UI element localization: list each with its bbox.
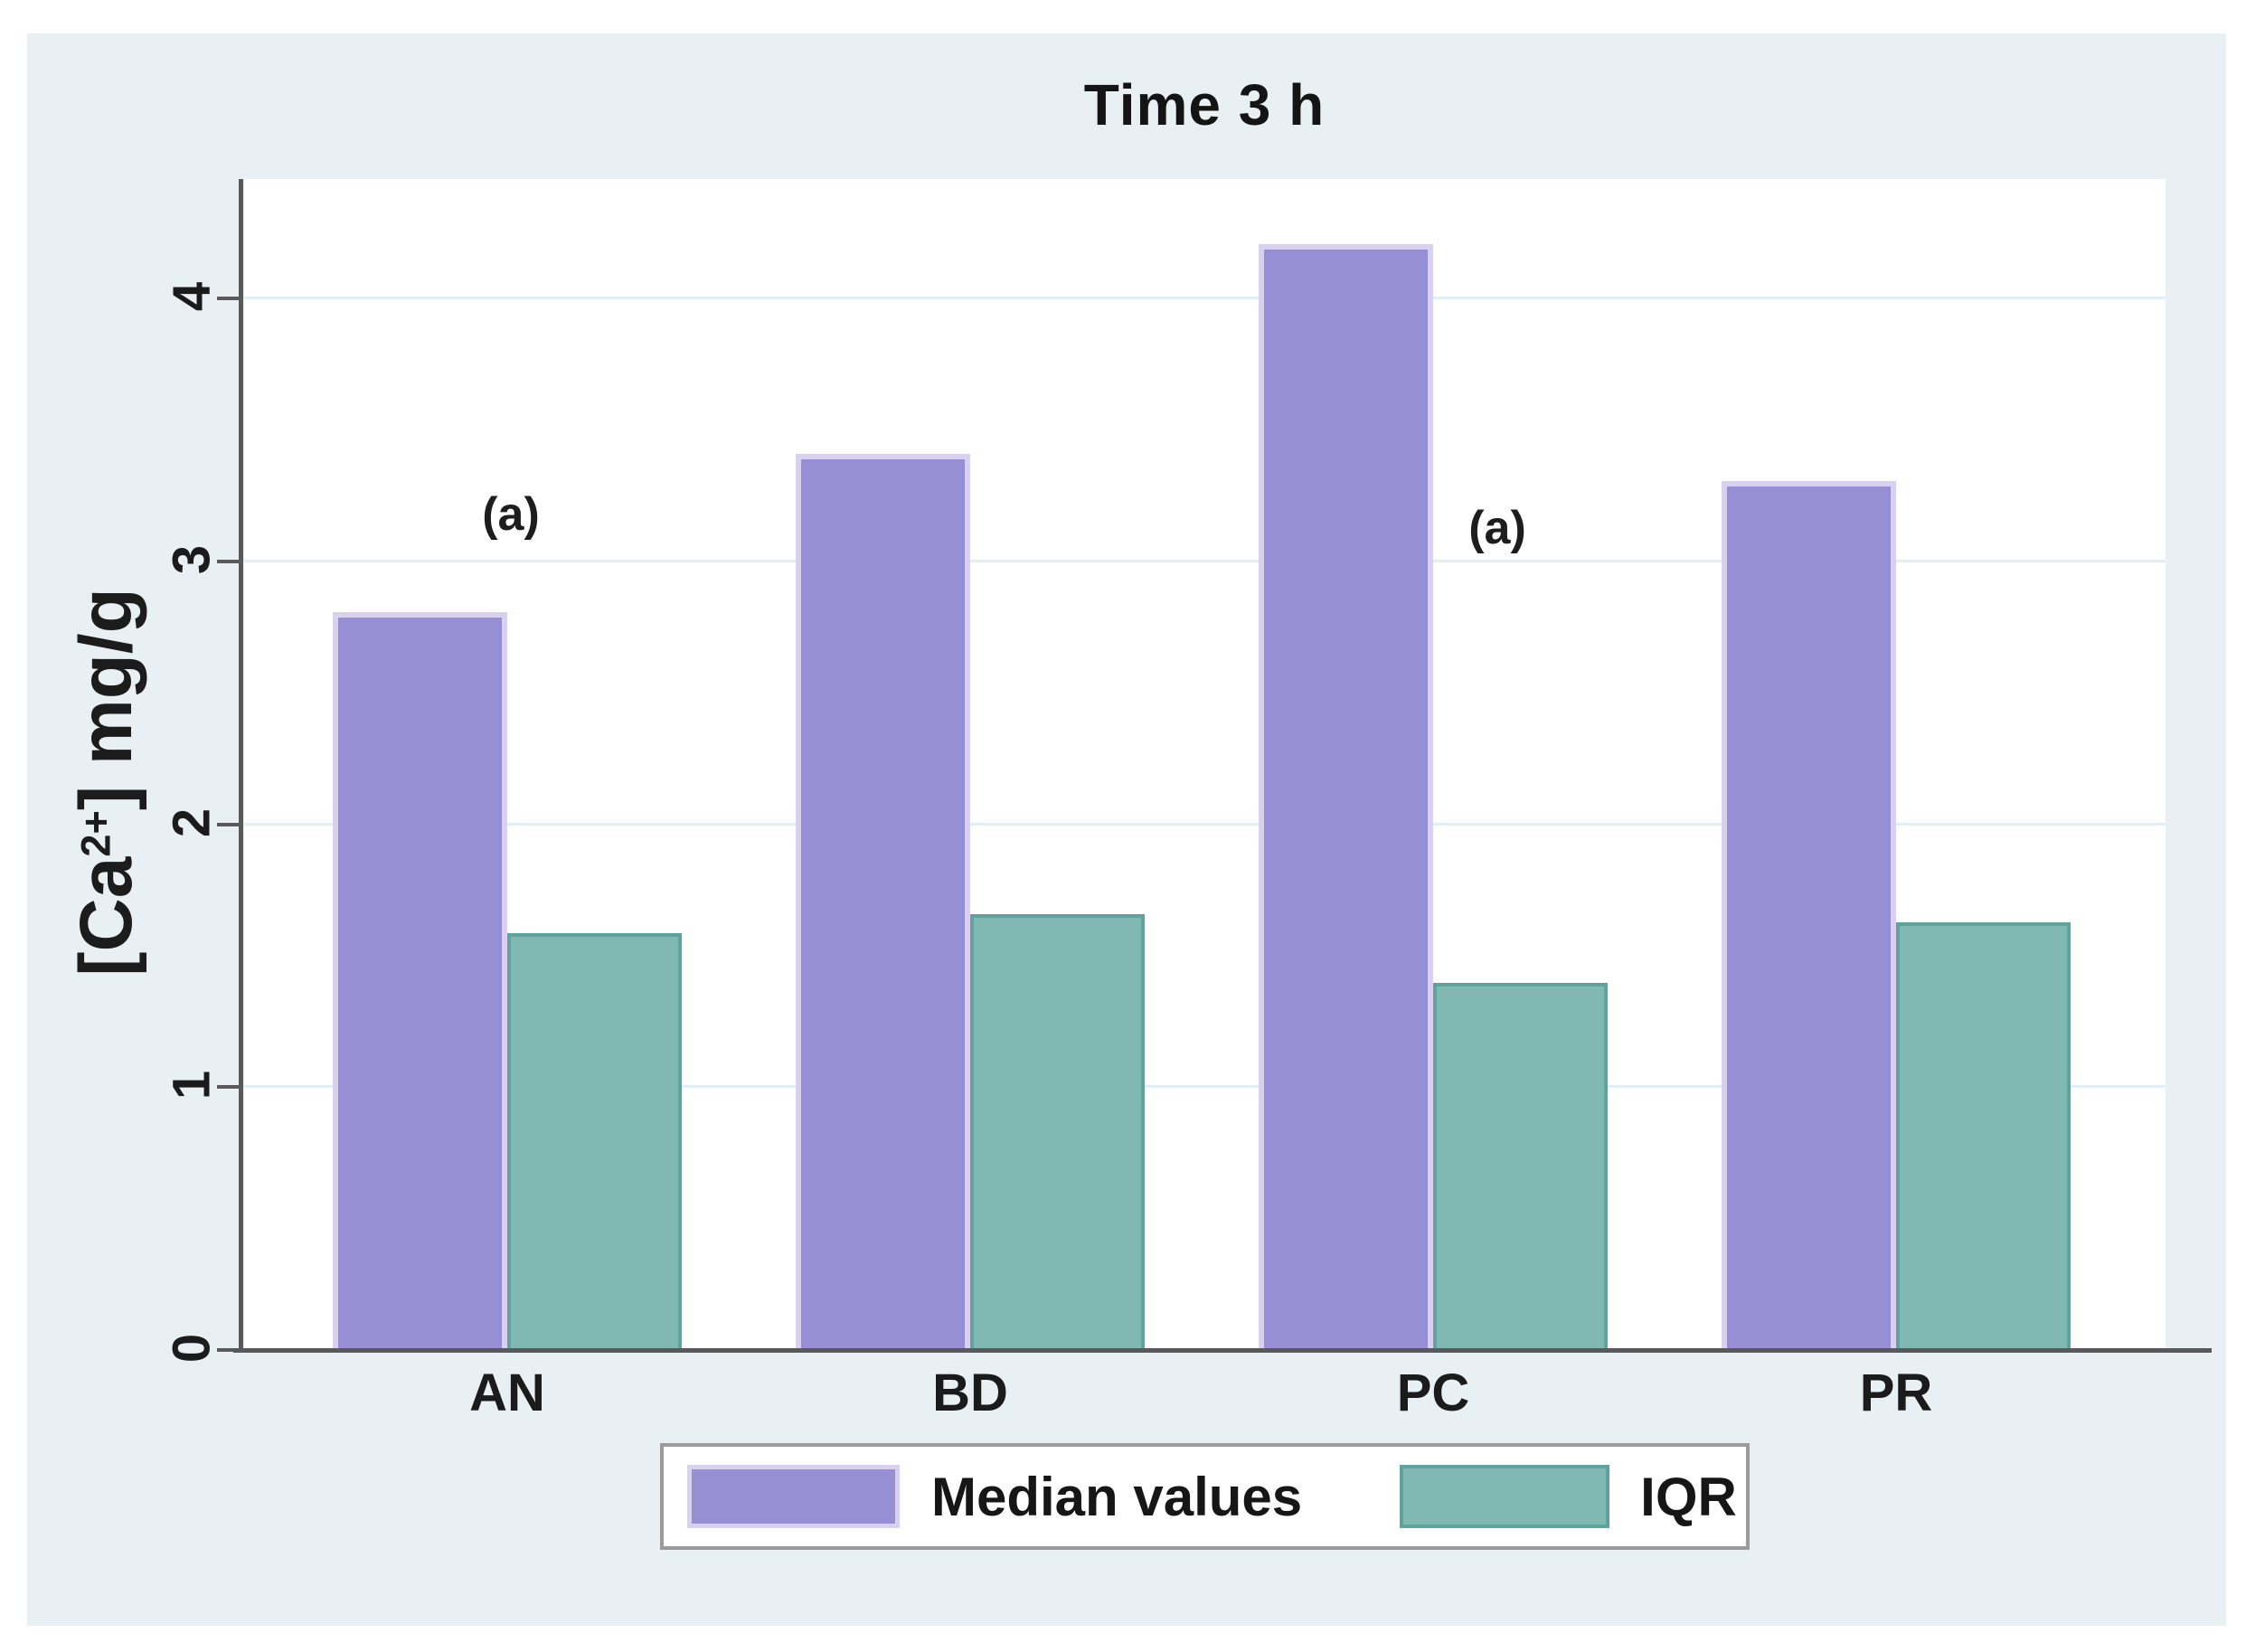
- y-tick-label: 2: [162, 807, 222, 838]
- x-tick-label-BD: BD: [932, 1364, 1008, 1422]
- gridline: [244, 297, 2166, 299]
- legend: Median values IQR: [660, 1443, 1750, 1550]
- y-tick-mark: [217, 560, 241, 563]
- legend-swatch-median: [687, 1465, 900, 1528]
- gridline: [244, 560, 2166, 562]
- bar-iqr-BD: [970, 914, 1145, 1348]
- y-tick-mark: [217, 297, 241, 300]
- annotation-1: (a): [482, 488, 540, 541]
- plot-area: (a) (a): [244, 179, 2166, 1348]
- gridline: [244, 823, 2166, 826]
- y-tick-mark: [217, 1348, 241, 1352]
- x-tick-label-PC: PC: [1396, 1364, 1470, 1422]
- x-tick-label-PR: PR: [1859, 1364, 1933, 1422]
- bar-iqr-PC: [1433, 983, 1608, 1348]
- bar-median-AN: [333, 612, 507, 1348]
- y-tick-label: 0: [162, 1333, 222, 1364]
- chart-canvas: Time 3 h [Ca2+] mg/g (a) (a) 0 1 2 3 4 AN BD PC…: [27, 33, 2226, 1626]
- bar-median-PC: [1259, 244, 1433, 1348]
- bar-median-BD: [796, 454, 970, 1348]
- annotation-2: (a): [1468, 502, 1526, 554]
- y-tick-label: 1: [162, 1070, 222, 1100]
- y-tick-mark: [217, 1085, 241, 1089]
- y-axis-title-text: [Ca2+] mg/g: [65, 588, 147, 977]
- x-axis-line: [233, 1348, 2212, 1353]
- y-axis-line: [239, 179, 243, 1353]
- bar-median-PR: [1722, 481, 1896, 1348]
- bar-iqr-PR: [1896, 922, 2071, 1348]
- y-tick-label: 4: [162, 281, 222, 312]
- legend-swatch-iqr: [1400, 1465, 1610, 1528]
- chart-title: Time 3 h: [1083, 72, 1326, 137]
- gridline: [244, 1085, 2166, 1088]
- y-tick-mark: [217, 823, 241, 826]
- y-tick-label: 3: [162, 544, 222, 575]
- x-tick-label-AN: AN: [469, 1364, 545, 1422]
- bar-iqr-AN: [507, 933, 682, 1348]
- legend-label-median: Median values: [931, 1466, 1303, 1527]
- legend-label-iqr: IQR: [1640, 1466, 1737, 1527]
